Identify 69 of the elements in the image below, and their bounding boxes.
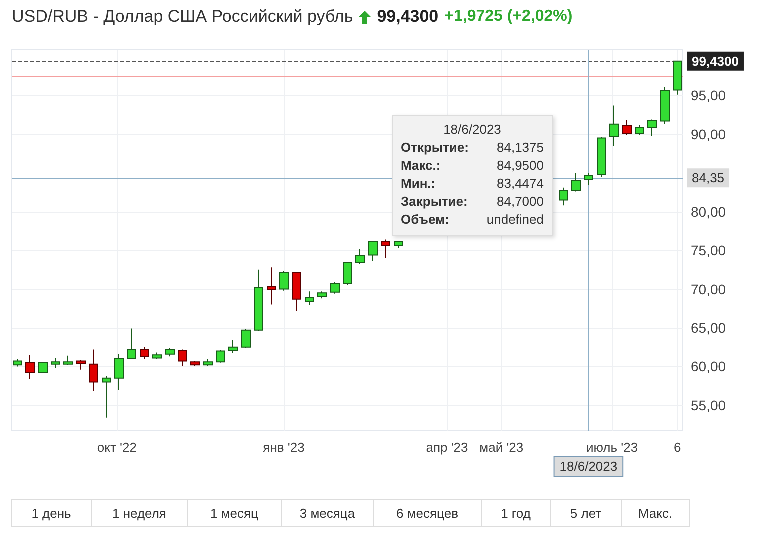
x-tick-label: июль '23	[586, 440, 638, 455]
candlestick	[584, 173, 593, 186]
x-tick-label: май '23	[480, 440, 524, 455]
ref-line-label: 18/6/2023	[560, 459, 618, 474]
candlestick	[305, 291, 314, 306]
candlestick	[89, 349, 98, 392]
candlestick	[127, 328, 136, 360]
x-tick-label: апр '23	[426, 440, 468, 455]
candlestick	[279, 270, 289, 292]
candlestick	[165, 348, 175, 358]
text: 3 месяца	[281, 499, 374, 527]
candlestick	[140, 346, 149, 360]
y-tick-label: 80,00	[691, 204, 726, 220]
candlestick	[571, 172, 581, 192]
candlestick	[102, 376, 111, 418]
candlestick	[647, 119, 657, 136]
candlestick	[292, 272, 301, 312]
y-tick-label: 75,00	[691, 242, 726, 259]
x-tick-label: окт '22	[97, 440, 137, 455]
text: 1 неделя	[91, 499, 188, 527]
text: 1 день	[11, 499, 92, 527]
candlestick	[254, 269, 263, 332]
candlestick	[609, 105, 619, 147]
candlestick	[394, 240, 403, 249]
candlestick	[114, 354, 124, 390]
candlestick	[152, 352, 162, 360]
x-tick-label: янв '23	[263, 440, 305, 455]
candlestick	[76, 360, 86, 370]
candlestick	[660, 86, 670, 125]
candlestick	[38, 362, 48, 374]
text: 5 лет	[550, 499, 622, 527]
chart-subtitle: 99,4300 +1,9725 (+2,02%)	[377, 7, 573, 27]
candlestick	[673, 60, 682, 96]
text: 6 месяцев	[373, 499, 482, 527]
candlestick	[381, 239, 390, 259]
candlestick	[228, 340, 238, 354]
candlestick	[267, 267, 276, 306]
y-tick-label: 60,00	[691, 358, 726, 375]
ref-line-label: 84,35	[692, 170, 725, 186]
candlestick	[51, 358, 60, 369]
candlestick	[559, 187, 568, 206]
candlestick	[343, 262, 352, 286]
candlestick	[241, 329, 251, 349]
y-tick-label: 55,00	[691, 397, 726, 414]
candlestick	[216, 350, 225, 364]
candlestick	[317, 291, 327, 300]
candlestick	[203, 358, 213, 366]
candlestick	[330, 282, 340, 294]
candlestick	[63, 355, 73, 366]
candlestick	[635, 124, 644, 136]
candlestick	[597, 137, 606, 178]
candlestick	[355, 248, 365, 266]
text: Макс.	[621, 499, 690, 527]
candlestick	[190, 360, 200, 366]
ref-line-label: 99,4300	[692, 54, 739, 69]
candlestick	[25, 354, 35, 380]
candlestick	[178, 349, 187, 366]
text: 18/6/2023 Открытие: 84,1375 Макс.: 84,9500 Мин.: 83,4474 Закрытие: 84,7000 Объем: undefined	[401, 122, 544, 227]
chart-title: USD/RUB - Доллар США Российский рубль	[12, 7, 354, 27]
candlestick	[13, 358, 22, 368]
x-tick-label: 6	[674, 440, 682, 455]
text: 1 год	[481, 499, 551, 527]
text: 1 месяц	[187, 499, 282, 527]
y-tick-label: 90,00	[691, 126, 726, 142]
candlestick	[622, 120, 632, 136]
y-tick-label: 70,00	[691, 281, 726, 298]
candlestick	[368, 242, 378, 262]
y-tick-label: 95,00	[691, 88, 726, 104]
y-tick-label: 65,00	[691, 320, 726, 336]
